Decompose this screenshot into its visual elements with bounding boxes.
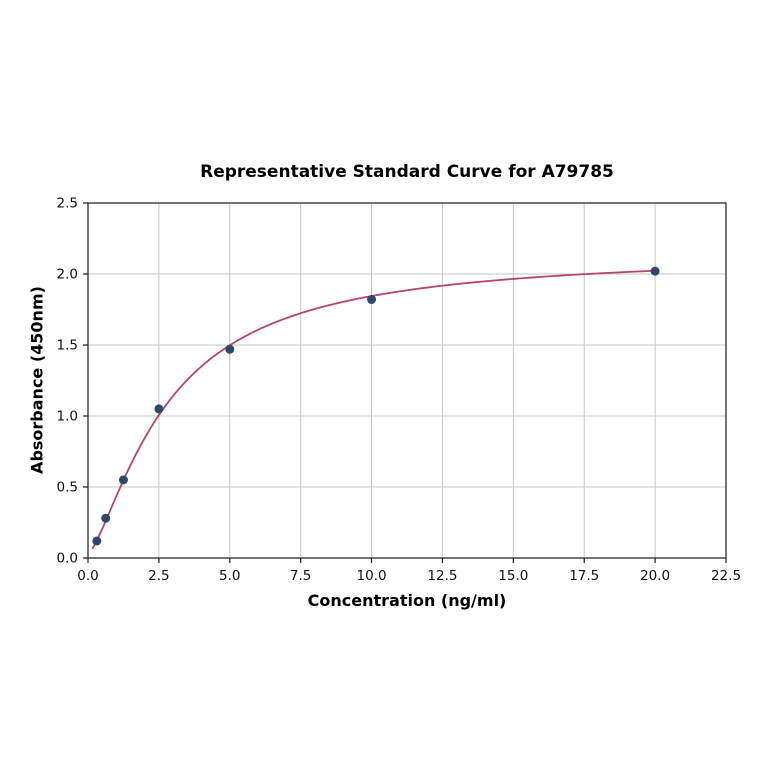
x-tick-label: 12.5: [427, 568, 457, 584]
y-axis-label: Absorbance (450nm): [27, 286, 47, 474]
x-tick-label: 0.0: [77, 568, 98, 584]
data-point: [154, 404, 164, 414]
data-point: [92, 536, 102, 546]
x-tick-label: 10.0: [357, 568, 387, 584]
y-tick-label: 0.0: [57, 551, 78, 567]
y-tick-label: 1.0: [57, 409, 78, 425]
y-tick-label: 1.5: [57, 338, 78, 354]
data-point: [118, 475, 128, 485]
x-tick-label: 22.5: [711, 568, 741, 584]
x-tick-label: 15.0: [498, 568, 528, 584]
y-tick-label: 2.0: [57, 267, 78, 283]
x-axis-label: Concentration (ng/ml): [307, 591, 507, 610]
x-tick-label: 2.5: [148, 568, 169, 584]
data-point: [367, 295, 377, 305]
x-tick-label: 7.5: [290, 568, 311, 584]
x-tick-label: 17.5: [569, 568, 599, 584]
chart-title: Representative Standard Curve for A79785: [200, 162, 614, 182]
y-tick-label: 2.5: [57, 196, 78, 212]
data-point: [225, 344, 235, 354]
y-tick-label: 0.5: [57, 480, 78, 496]
plot-border: [87, 202, 727, 559]
plot-area: [88, 203, 726, 558]
x-tick-label: 5.0: [219, 568, 240, 584]
data-point: [101, 513, 111, 523]
x-tick-label: 20.0: [640, 568, 670, 584]
data-point: [650, 266, 660, 276]
